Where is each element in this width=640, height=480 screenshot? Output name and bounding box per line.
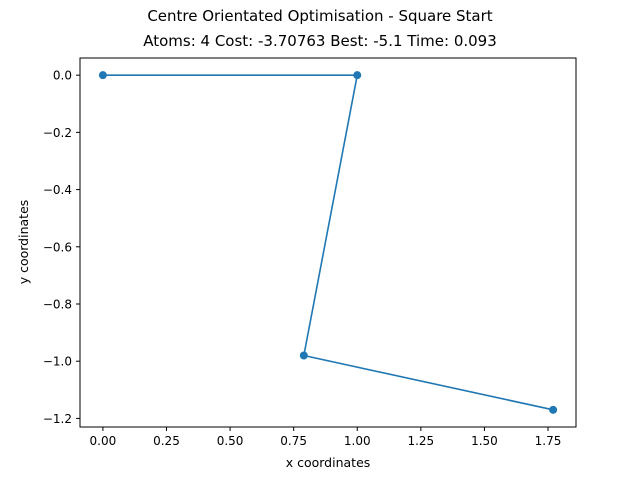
x-tick-labels: 0.00 0.25 0.50 0.75 1.00 1.25 1.50 1.75 <box>90 434 562 448</box>
x-tick-label: 1.75 <box>535 434 562 448</box>
data-point <box>353 71 362 80</box>
x-tick-label: 0.00 <box>90 434 117 448</box>
chart-title: Centre Orientated Optimisation - Square … <box>147 7 493 25</box>
y-tick-label: −1.0 <box>43 355 72 369</box>
x-tick-label: 0.25 <box>153 434 180 448</box>
x-tick-label: 0.50 <box>217 434 244 448</box>
axes-frame <box>79 57 577 428</box>
data-point <box>549 405 558 414</box>
x-tick-label: 0.75 <box>280 434 307 448</box>
y-tick-label: −1.2 <box>43 412 72 426</box>
data-point <box>299 351 308 360</box>
series-layer <box>98 71 558 414</box>
data-point <box>98 71 107 80</box>
x-tick-label: 1.00 <box>344 434 371 448</box>
y-tick-label: −0.4 <box>43 183 72 197</box>
y-tick-marks <box>76 74 80 419</box>
x-tick-marks <box>102 427 549 431</box>
series-line <box>102 74 554 411</box>
y-tick-label: −0.6 <box>43 240 72 254</box>
chart-subtitle: Atoms: 4 Cost: -3.70763 Best: -5.1 Time:… <box>143 32 497 50</box>
x-tick-label: 1.25 <box>407 434 434 448</box>
x-tick-label: 1.50 <box>471 434 498 448</box>
y-tick-labels: 0.0 −0.2 −0.4 −0.6 −0.8 −1.0 −1.2 <box>43 69 72 426</box>
y-tick-label: −0.8 <box>43 298 72 312</box>
y-tick-label: −0.2 <box>43 126 72 140</box>
y-tick-label: 0.0 <box>53 69 72 83</box>
y-axis-label: y coordinates <box>16 200 31 285</box>
x-axis-label: x coordinates <box>286 455 371 470</box>
